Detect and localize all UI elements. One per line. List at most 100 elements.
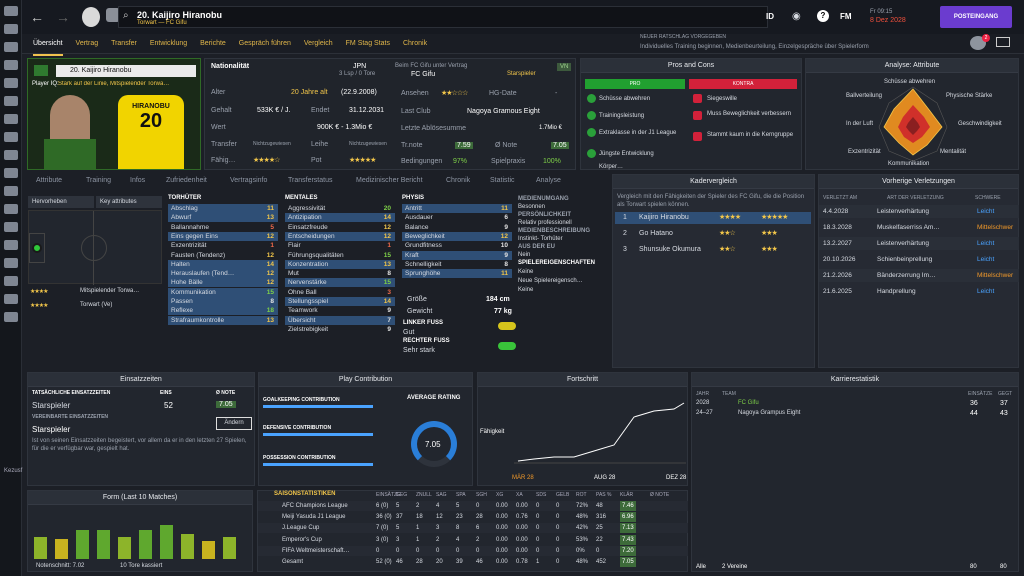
table-row[interactable]: Meiji Yasuda J1 League 36 (0) 37 18 12 23 28 0.… — [258, 512, 688, 523]
schedule-icon[interactable] — [3, 132, 18, 142]
competitions-icon[interactable] — [3, 150, 18, 160]
career-team[interactable]: Nagoya Grampus Eight — [738, 410, 801, 416]
tab-transfer[interactable]: Transfer — [111, 40, 137, 47]
manager-icon[interactable] — [3, 294, 18, 304]
dev-centre-icon[interactable] — [3, 258, 18, 268]
attribute-row[interactable]: Kommunikation 15 — [168, 287, 278, 297]
role-1[interactable]: Mitspielender Torwa… — [80, 288, 140, 294]
table-row[interactable]: 21.2.2026 Bänderzerrung Im… Mittelschwer — [819, 269, 1019, 282]
back-arrow-icon[interactable]: ← — [30, 9, 44, 25]
table-row[interactable]: Emperor's Cup 3 (0) 3 1 2 4 2 0.00 0.00 0 0 53% 22 7.… — [258, 534, 688, 545]
tactics-icon[interactable] — [3, 60, 18, 70]
search-field[interactable]: ⌕ 20. Kaijiro Hiranobu Torwart — FC Gifu — [118, 6, 768, 28]
inbox-button[interactable]: POSTEINGANG — [940, 6, 1012, 28]
attribute-row[interactable]: Beweglichkeit 12 — [402, 231, 512, 241]
attribute-row[interactable]: Ausdauer 6 — [402, 213, 512, 222]
attribute-row[interactable]: Herauslaufen (Tend… 12 — [168, 269, 278, 279]
table-row[interactable]: 18.3.2028 Muskelfaserriss Am… Mittelschwer — [819, 221, 1019, 234]
data-hub-icon[interactable] — [3, 96, 18, 106]
role-2[interactable]: Torwart (Ve) — [80, 302, 113, 308]
table-row[interactable]: 2 Go Hatano ★★☆ ★★★ — [615, 228, 811, 240]
tab-development[interactable]: Entwicklung — [149, 40, 188, 47]
table-row[interactable]: AFC Champions League 6 (0) 5 2 4 5 0 0.00 0.00 0 0… — [258, 501, 688, 511]
attribute-row[interactable]: Passen 8 — [168, 297, 278, 306]
club-vision-icon[interactable] — [3, 240, 18, 250]
attribute-row[interactable]: Mut 8 — [285, 269, 395, 278]
world-icon[interactable]: ◉ — [792, 11, 801, 22]
table-row[interactable]: 4.4.2028 Leistenverhärtung Leicht — [819, 205, 1019, 218]
report-icon[interactable] — [3, 276, 18, 286]
tab-contract[interactable]: Vertrag — [75, 40, 99, 47]
help-icon[interactable]: ? — [817, 10, 829, 22]
transfers-icon[interactable] — [3, 186, 18, 196]
table-row[interactable]: 1 Kaijiro Hiranobu ★★★★ ★★★★★ — [615, 212, 811, 224]
attribute-row[interactable]: Ballannahme 5 — [168, 223, 278, 232]
attribute-row[interactable]: Schnelligkeit 8 — [402, 260, 512, 269]
attribute-row[interactable]: Flair 1 — [285, 241, 395, 250]
fm-label[interactable]: FM — [840, 12, 852, 21]
attribute-row[interactable]: Strafraumkontrolle 13 — [168, 315, 278, 325]
attribute-row[interactable]: Fausten (Tendenz) 12 — [168, 251, 278, 260]
attribute-row[interactable]: Führungsqualitäten 15 — [285, 251, 395, 260]
table-row[interactable]: 13.2.2027 Leistenverhärtung Leicht — [819, 237, 1019, 250]
attribute-row[interactable]: Hohe Bälle 12 — [168, 278, 278, 288]
more-icon[interactable] — [3, 312, 18, 322]
tab-fm-stag-stats[interactable]: FM Stag Stats — [345, 40, 390, 47]
tab-overview[interactable]: Übersicht — [33, 34, 63, 56]
subtab-satisfaction[interactable]: Zufriedenheit — [166, 177, 207, 184]
finances-icon[interactable] — [3, 222, 18, 232]
subtab-contract-info[interactable]: Vertragsinfo — [230, 177, 268, 184]
table-row[interactable]: 3 Shunsuke Okumura ★★☆ ★★★ — [615, 244, 811, 256]
tab-reports[interactable]: Berichte — [200, 40, 226, 47]
dropdown-icon[interactable] — [106, 8, 120, 22]
scouting-icon[interactable] — [3, 168, 18, 178]
subtab-attribute[interactable]: Attribute — [36, 177, 63, 184]
inbox-icon[interactable] — [3, 24, 18, 34]
key-attributes-dropdown[interactable]: Key attributes — [96, 196, 162, 208]
subtab-medical[interactable]: Medizinischer Bericht — [356, 177, 423, 184]
home-icon[interactable] — [3, 6, 18, 16]
attribute-row[interactable]: Sprunghöhe 11 — [402, 269, 512, 279]
screen-icon[interactable] — [996, 37, 1010, 47]
subtab-info[interactable]: Infos — [130, 177, 146, 184]
season-stats-title[interactable]: SAISONSTATISTIKEN — [274, 491, 336, 497]
attribute-row[interactable]: Balance 9 — [402, 223, 512, 232]
attribute-row[interactable]: Antizipation 14 — [285, 213, 395, 223]
highlight-dropdown[interactable]: Hervorheben — [28, 196, 94, 208]
subtab-transfer-status[interactable]: Transferstatus — [288, 177, 333, 184]
tab-history[interactable]: Chronik — [402, 40, 428, 47]
tab-compare[interactable]: Vergleich — [303, 40, 333, 47]
squad-icon[interactable] — [3, 42, 18, 52]
attribute-row[interactable]: Nervenstärke 15 — [285, 278, 395, 288]
attribute-row[interactable]: Entscheidungen 12 — [285, 231, 395, 241]
attribute-row[interactable]: Zielstrebigkeit 9 — [285, 325, 395, 334]
training-icon[interactable] — [3, 78, 18, 88]
attribute-row[interactable]: Konzentration 13 — [285, 259, 395, 269]
tab-talk[interactable]: Gespräch führen — [238, 40, 291, 47]
attribute-row[interactable]: Reflexe 18 — [168, 306, 278, 316]
attribute-row[interactable]: Abwurf 13 — [168, 213, 278, 223]
subtab-history[interactable]: Chronik — [446, 177, 471, 184]
attribute-row[interactable]: Exzentrizität 1 — [168, 241, 278, 250]
attribute-row[interactable]: Teamwork 9 — [285, 306, 395, 315]
attribute-row[interactable]: Halten 14 — [168, 259, 278, 269]
attribute-row[interactable]: Antritt 11 — [402, 204, 512, 213]
change-button[interactable]: Ändern — [216, 417, 252, 430]
table-row[interactable]: J.League Cup 7 (0) 5 1 3 8 6 0.00 0.00 0 0 42% 25 7.1… — [258, 523, 688, 534]
new-traits-link[interactable]: Neue Spielereigensch… — [518, 278, 583, 284]
table-row[interactable]: 20.10.2026 Schienbeinprellung Leicht — [819, 253, 1019, 266]
attribute-row[interactable]: Kraft 9 — [402, 250, 512, 260]
attribute-row[interactable]: Übersicht 7 — [285, 315, 395, 325]
attribute-row[interactable]: Ohne Ball 3 — [285, 288, 395, 297]
staff-icon[interactable] — [3, 204, 18, 214]
attribute-row[interactable]: Stellungsspiel 14 — [285, 297, 395, 306]
subtab-analysis[interactable]: Analyse — [536, 177, 561, 184]
table-row[interactable]: 21.6.2025 Handprellung Leicht — [819, 285, 1019, 298]
attribute-row[interactable]: Eins gegen Eins 12 — [168, 231, 278, 241]
table-row[interactable]: FIFA Weltmeisterschaft… 0 0 0 0 0 0 0.00 0.00 0 0 0… — [258, 545, 688, 556]
medical-icon[interactable] — [3, 114, 18, 124]
subtab-statistic[interactable]: Statistic — [490, 177, 515, 184]
attribute-row[interactable]: Einsatzfreude 12 — [285, 223, 395, 232]
attribute-row[interactable]: Grundfitness 10 — [402, 241, 512, 250]
attribute-row[interactable]: Abschlag 11 — [168, 204, 278, 213]
